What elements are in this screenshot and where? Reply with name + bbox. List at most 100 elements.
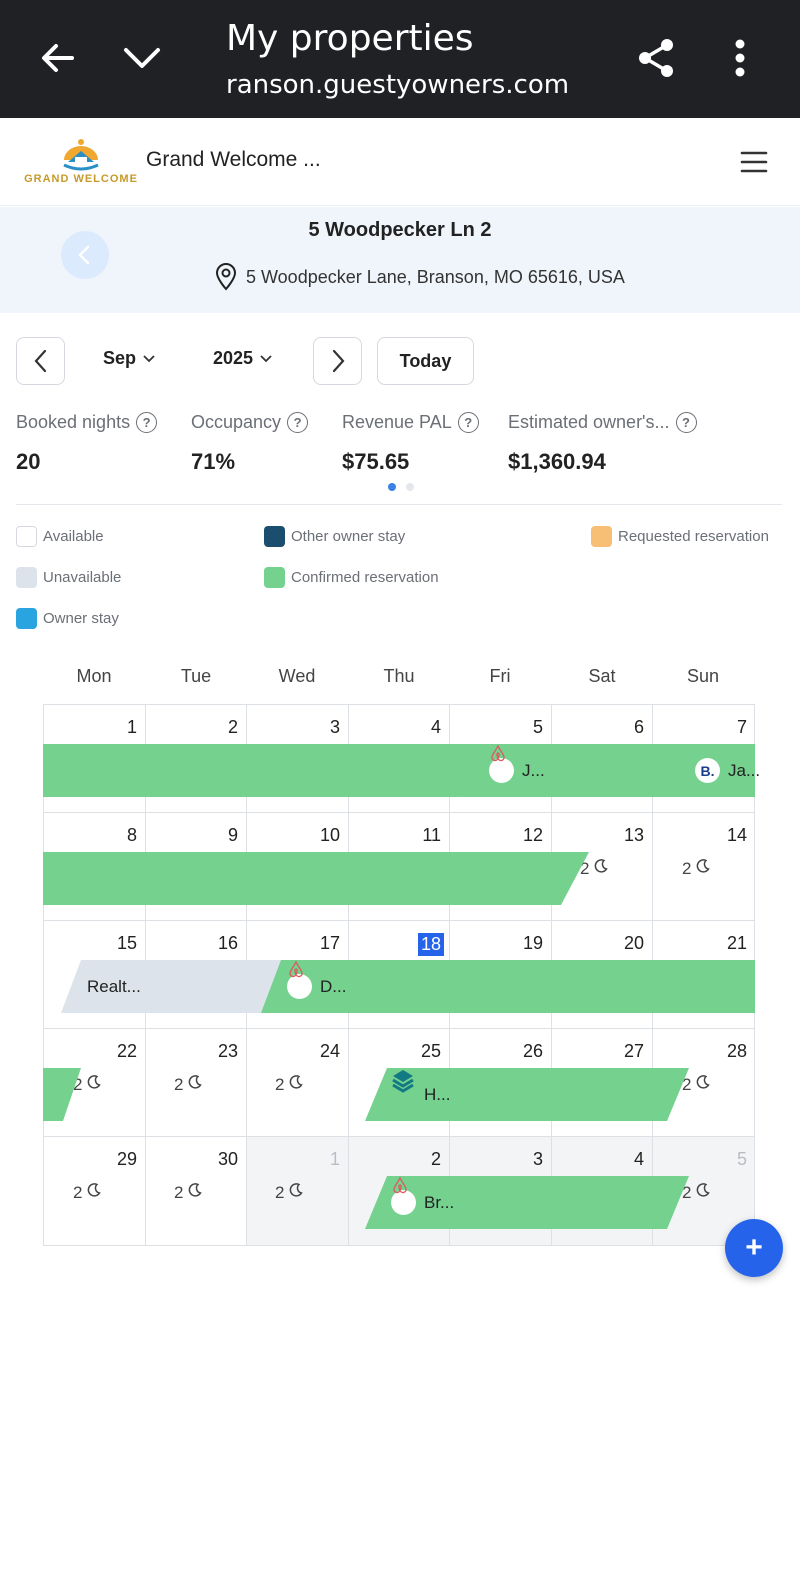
reservation-guest-name: D... (320, 976, 347, 996)
stat-estimated-owner: Estimated owner's...? $1,360.94 (508, 412, 697, 475)
unavailable-block[interactable]: Realt... (61, 960, 285, 1013)
legend-available: Available (16, 526, 104, 547)
min-stay-indicator: 2 (73, 1074, 102, 1095)
legend-swatch (264, 567, 285, 588)
legend-swatch (16, 608, 37, 629)
min-stay-indicator: 2 (682, 1074, 711, 1095)
date-number: 3 (329, 717, 340, 737)
date-number: 1 (126, 717, 137, 737)
date-number: 27 (623, 1041, 644, 1061)
month-value: Sep (103, 348, 137, 368)
next-month-button[interactable] (313, 337, 362, 385)
reservation-bar[interactable] (43, 852, 589, 905)
min-stay-indicator: 2 (682, 1182, 711, 1203)
reservation-bar[interactable] (43, 1068, 81, 1121)
back-button[interactable] (61, 231, 109, 279)
weekday-header: Fri (489, 666, 511, 686)
reservation-bar[interactable]: D... (261, 960, 755, 1013)
calendar-day-cell[interactable]: 23 (145, 1028, 246, 1136)
min-stay-value: 2 (682, 1182, 692, 1202)
calendar-grid: 1 2 3 4 5 6 7 8 9 10 11 12 13 14 15 16 17 18 19 20 21 22 23 24 2… (43, 704, 760, 1246)
help-icon[interactable]: ? (675, 412, 697, 433)
moon-icon (86, 1182, 102, 1203)
stats-pager-dots[interactable] (388, 483, 414, 491)
reservation-bar[interactable]: Br... (365, 1176, 689, 1229)
weekday-header: Mon (76, 666, 112, 686)
date-number: 29 (116, 1149, 137, 1169)
calendar-day-cell[interactable]: 24 (246, 1028, 348, 1136)
month-select[interactable]: Sep (103, 348, 156, 369)
location-pin-icon (215, 263, 237, 291)
reservation-label-row: J... (489, 744, 545, 797)
reservation-bar[interactable] (43, 744, 487, 797)
stat-label: Estimated owner's... (508, 412, 670, 432)
property-name: 5 Woodpecker Ln 2 (308, 219, 492, 241)
hamburger-menu-icon[interactable] (734, 146, 774, 178)
date-number: 5 (532, 717, 543, 737)
date-number: 14 (726, 825, 747, 845)
moon-icon (695, 858, 711, 879)
logo-text: GRAND WELCOME (24, 173, 138, 185)
reservation-bar[interactable]: B. Ja... (667, 744, 760, 797)
date-number: 30 (217, 1149, 238, 1169)
reservation-bar[interactable]: H... (365, 1068, 689, 1121)
date-number: 8 (126, 825, 137, 845)
moon-icon (86, 1074, 102, 1095)
min-stay-value: 2 (174, 1182, 184, 1202)
today-button[interactable]: Today (377, 337, 474, 385)
reservation-guest-name: Realt... (87, 976, 141, 996)
help-icon[interactable]: ? (457, 412, 479, 433)
add-button[interactable]: + (725, 1219, 783, 1277)
min-stay-indicator: 2 (682, 858, 711, 879)
airbnb-icon (391, 1176, 416, 1215)
back-arrow-icon[interactable] (34, 34, 82, 82)
year-select[interactable]: 2025 (213, 348, 273, 369)
moon-icon (695, 1074, 711, 1095)
min-stay-value: 2 (174, 1074, 184, 1094)
calendar-day-cell[interactable]: 30 (145, 1136, 246, 1246)
moon-icon (593, 858, 609, 879)
help-icon[interactable]: ? (287, 412, 309, 433)
min-stay-value: 2 (275, 1074, 285, 1094)
min-stay-value: 2 (580, 858, 590, 878)
property-address: 5 Woodpecker Lane, Branson, MO 65616, US… (246, 266, 625, 287)
moon-icon (288, 1074, 304, 1095)
moon-icon (187, 1074, 203, 1095)
pager-dot[interactable] (406, 483, 414, 491)
date-number: 4 (430, 717, 441, 737)
stat-value: 71% (191, 449, 236, 474)
reservation-label-row: Br... (391, 1176, 454, 1229)
legend-owner-stay: Owner stay (16, 608, 119, 629)
calendar-day-cell[interactable]: 29 (43, 1136, 145, 1246)
pager-dot-active[interactable] (388, 483, 396, 491)
date-number: 25 (420, 1041, 441, 1061)
legend-label: Other owner stay (291, 528, 406, 545)
app-title: Grand Welcome ... (146, 148, 321, 171)
reservation-label-row: H... (391, 1068, 450, 1121)
legend-swatch (591, 526, 612, 547)
calendar-day-cell[interactable]: 1 (246, 1136, 348, 1246)
year-value: 2025 (213, 348, 254, 368)
chevron-down-icon[interactable] (118, 34, 166, 82)
date-number: 1 (329, 1149, 340, 1169)
stat-value: $75.65 (342, 449, 410, 474)
browser-url[interactable]: ranson.guestyowners.com (226, 70, 570, 100)
legend-unavailable: Unavailable (16, 567, 121, 588)
more-vertical-icon[interactable] (716, 34, 764, 82)
prev-month-button[interactable] (16, 337, 65, 385)
grand-welcome-logo[interactable]: GRAND WELCOME (24, 138, 138, 190)
share-icon[interactable] (632, 34, 680, 82)
date-number: 22 (116, 1041, 137, 1061)
date-number: 5 (736, 1149, 747, 1169)
min-stay-indicator: 2 (174, 1074, 203, 1095)
calendar-day-cell[interactable]: 14 (652, 812, 755, 920)
date-number: 20 (623, 933, 644, 953)
moon-icon (695, 1182, 711, 1203)
date-number: 2 (430, 1149, 441, 1169)
min-stay-value: 2 (73, 1182, 83, 1202)
help-icon[interactable]: ? (136, 412, 158, 433)
date-number: 23 (217, 1041, 238, 1061)
weekday-header: Sat (588, 666, 616, 686)
legend-other-owner-stay: Other owner stay (264, 526, 405, 547)
reservation-bar[interactable]: J... (463, 744, 701, 797)
